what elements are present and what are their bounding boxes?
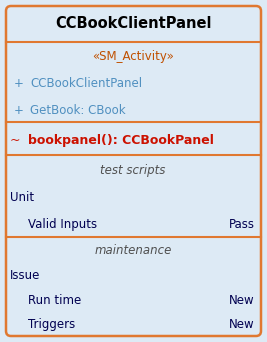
Text: Unit: Unit [10,191,34,204]
Text: «SM_Activity»: «SM_Activity» [92,50,174,63]
FancyBboxPatch shape [6,6,261,336]
Text: maintenance: maintenance [94,244,172,257]
Text: Triggers: Triggers [28,318,75,331]
Text: test scripts: test scripts [100,163,166,176]
Text: Run time: Run time [28,294,81,307]
Text: Issue: Issue [10,269,40,282]
Text: +: + [14,104,24,117]
Text: CCBookClientPanel: CCBookClientPanel [30,77,142,90]
Text: Valid Inputs: Valid Inputs [28,218,97,231]
Text: New: New [229,318,255,331]
Text: Pass: Pass [229,218,255,231]
Text: CCBookClientPanel: CCBookClientPanel [55,16,212,31]
Text: ~: ~ [10,134,21,147]
Text: GetBook: CBook: GetBook: CBook [30,104,126,117]
Text: +: + [14,77,24,90]
Text: New: New [229,294,255,307]
Text: bookpanel(): CCBookPanel: bookpanel(): CCBookPanel [28,134,214,147]
